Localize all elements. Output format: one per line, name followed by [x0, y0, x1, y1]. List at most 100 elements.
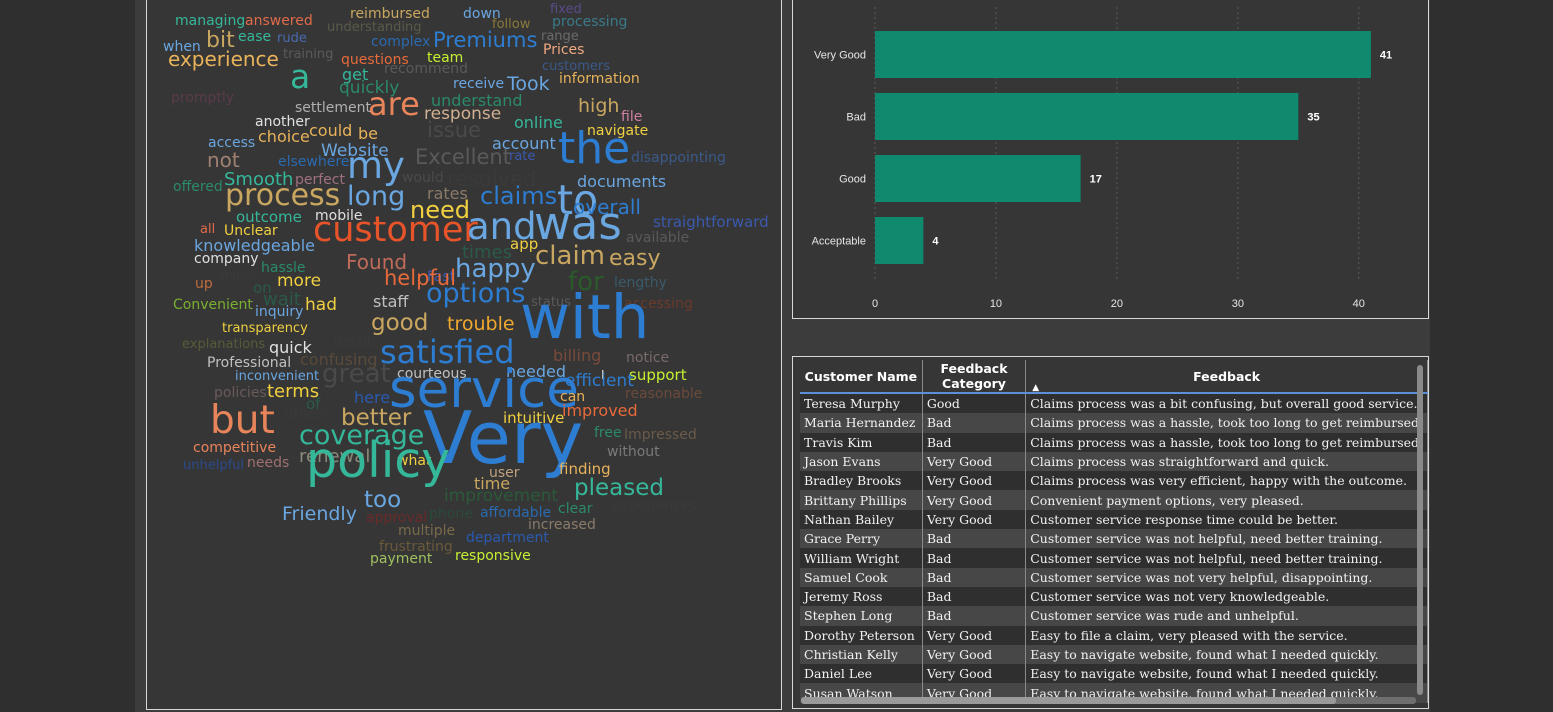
word-cloud-word[interactable]: get [342, 65, 369, 84]
word-cloud-word[interactable]: satisfied [380, 333, 515, 371]
word-cloud-word[interactable]: intuitive [503, 409, 565, 427]
word-cloud-word[interactable]: easy [609, 246, 661, 271]
word-cloud-visual[interactable]: managing answered reimbursed down fixed proce… [146, 0, 782, 710]
word-cloud-word[interactable]: efficient [565, 371, 634, 391]
word-cloud-word[interactable]: account [492, 134, 556, 153]
word-cloud-word[interactable]: elsewhere [278, 154, 350, 170]
word-cloud-word[interactable]: terms [267, 381, 320, 402]
word-cloud-word[interactable]: experiences [612, 498, 697, 514]
word-cloud-word[interactable]: understanding [327, 20, 422, 35]
word-cloud-word[interactable]: affordable [480, 505, 552, 521]
word-cloud-word[interactable]: rude [277, 31, 307, 46]
word-cloud-word[interactable]: reasonable [625, 386, 703, 402]
word-cloud-word[interactable]: mobile [315, 208, 363, 224]
word-cloud-word[interactable]: clear [558, 501, 593, 517]
word-cloud-word[interactable]: for [568, 267, 604, 297]
word-cloud-word[interactable]: complex [371, 34, 431, 50]
word-cloud-word[interactable]: competitive [193, 440, 277, 456]
word-cloud-word[interactable]: quick [269, 338, 312, 357]
word-cloud-word[interactable]: a [290, 57, 311, 96]
word-cloud-word[interactable]: unhelpful [183, 458, 245, 473]
word-cloud-word[interactable]: more [277, 271, 322, 291]
word-cloud-word[interactable]: multiple [398, 523, 456, 539]
table-row[interactable]: Christian Kelly Very Good Easy to navigate… [800, 644, 1428, 665]
word-cloud-word[interactable]: great [322, 359, 391, 389]
table-row[interactable]: Jeremy Ross Bad Customer service was not v… [800, 586, 1428, 607]
word-cloud-word[interactable]: knowledgeable [194, 236, 315, 255]
feedback-table-visual[interactable]: Customer Name Feedback Category Feedback… [792, 356, 1429, 709]
word-cloud-word[interactable]: straightforward [653, 213, 769, 231]
word-cloud-word[interactable]: support [629, 366, 687, 384]
word-cloud-word[interactable]: disappointing [631, 150, 726, 166]
feedback-category-bar-chart[interactable]: 0 10 20 30 40 Very Good 41 Bad 35 Good 17 Acceptabl… [792, 0, 1429, 319]
word-cloud-word[interactable]: claims [480, 182, 558, 210]
word-cloud-word[interactable]: lengthy [614, 275, 667, 291]
word-cloud-word[interactable]: navigate [587, 123, 649, 139]
word-cloud-word[interactable]: Fast [427, 269, 456, 285]
word-cloud-word[interactable]: outcome [236, 208, 302, 226]
word-cloud-word[interactable]: range [541, 29, 579, 44]
horizontal-scrollbar-thumb[interactable] [801, 697, 1336, 704]
word-cloud-word[interactable]: responsive [455, 548, 531, 564]
word-cloud-word[interactable]: good [371, 310, 429, 336]
word-cloud-word[interactable]: rate [509, 149, 536, 164]
bar[interactable] [875, 31, 1371, 78]
word-cloud-word[interactable]: inquiry [255, 304, 304, 320]
word-cloud-word[interactable]: down [463, 6, 501, 22]
word-cloud-word[interactable]: increased [528, 517, 596, 533]
table-row[interactable]: Brittany Phillips Very Good Convenient pay… [800, 490, 1428, 510]
word-cloud-word[interactable]: Professional [207, 355, 292, 371]
word-cloud-word[interactable]: file [621, 109, 643, 125]
word-cloud-word[interactable]: Smooth [224, 169, 294, 190]
word-cloud-word[interactable]: Took [507, 73, 550, 95]
word-cloud-word[interactable]: available [626, 230, 690, 246]
word-cloud-word[interactable]: needed [506, 362, 566, 381]
word-cloud-word[interactable]: on [253, 279, 272, 297]
table-row[interactable]: Jason Evans Very Good Claims process was s… [800, 451, 1428, 472]
word-cloud-word[interactable]: questions [341, 52, 409, 68]
word-cloud-word[interactable]: choice [258, 127, 310, 146]
word-cloud-word[interactable]: pleased [574, 475, 664, 501]
word-cloud-word[interactable]: company [194, 251, 259, 267]
word-cloud-word[interactable]: Convenient [173, 297, 253, 313]
word-cloud-word[interactable]: courteous [397, 366, 467, 382]
table-row[interactable]: William Wright Bad Customer service was no… [800, 548, 1428, 568]
word-cloud-word[interactable]: confusing [300, 350, 378, 369]
word-cloud-word[interactable]: offered [173, 179, 223, 195]
word-cloud-word[interactable]: quickly [339, 78, 400, 98]
word-cloud-word[interactable]: customers [542, 59, 610, 74]
bar[interactable] [875, 155, 1081, 202]
word-cloud-word[interactable]: settlement [295, 100, 372, 116]
word-cloud-word[interactable]: transparency [222, 321, 308, 336]
word-cloud-word[interactable]: Website [321, 141, 389, 161]
word-cloud-word[interactable]: what [397, 453, 432, 469]
word-cloud-word[interactable]: customer [313, 210, 478, 250]
word-cloud-word[interactable]: with [520, 282, 650, 353]
word-cloud-word[interactable]: long [347, 181, 406, 212]
word-cloud-word[interactable]: fixed [550, 2, 582, 17]
word-cloud-word[interactable]: was [534, 197, 622, 250]
word-cloud-word[interactable]: without [607, 444, 660, 460]
word-cloud-word[interactable]: accessing [624, 296, 693, 312]
word-cloud-word[interactable]: when [163, 39, 201, 55]
word-cloud-word[interactable]: app [510, 235, 539, 253]
word-cloud-word[interactable]: improvement [444, 486, 559, 506]
word-cloud-word[interactable]: answered [245, 13, 313, 29]
table-row[interactable]: Grace Perry Bad Customer service was not h… [800, 529, 1428, 549]
word-cloud-word[interactable]: policy [306, 432, 451, 489]
bar[interactable] [875, 93, 1299, 140]
horizontal-scrollbar[interactable] [801, 697, 1416, 704]
word-cloud-word[interactable]: helpful [384, 266, 456, 290]
word-cloud-word[interactable]: training [283, 47, 334, 62]
word-cloud-word[interactable]: others [285, 406, 330, 422]
word-cloud-word[interactable]: of [306, 395, 321, 413]
word-cloud-word[interactable]: hassle [261, 260, 306, 276]
word-cloud-word[interactable]: Very [423, 396, 584, 480]
vertical-scrollbar[interactable] [1417, 365, 1423, 695]
word-cloud-word[interactable]: Impressed [624, 427, 697, 443]
word-cloud-word[interactable]: had [305, 295, 337, 315]
word-cloud-word[interactable]: processing [552, 14, 628, 30]
word-cloud-word[interactable]: too [364, 487, 402, 513]
word-cloud-word[interactable]: documents [577, 172, 667, 191]
word-cloud-word[interactable]: trouble [447, 313, 515, 335]
